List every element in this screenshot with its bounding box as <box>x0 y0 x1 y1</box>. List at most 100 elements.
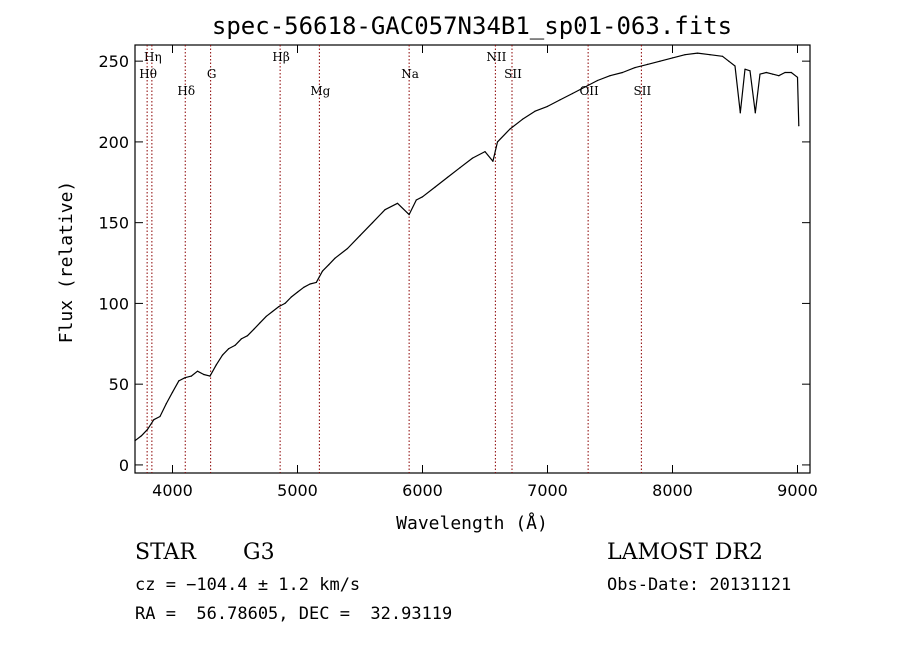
spectrum-point <box>203 373 205 376</box>
spectral-line-label: OII <box>579 84 599 98</box>
spectrum-point <box>215 364 217 366</box>
spectrum-point <box>209 375 211 377</box>
x-tick-label: 5000 <box>277 481 318 500</box>
spectrum-point <box>253 328 255 330</box>
y-axis-label: Flux (relative) <box>56 181 77 344</box>
spectrum-point <box>234 344 236 346</box>
spectrum-point <box>359 235 361 237</box>
spectrum-point <box>709 54 711 56</box>
spectrum-point <box>744 68 746 70</box>
spectrum-point <box>396 202 399 204</box>
coordinates-text: RA = 56.78605, DEC = 32.93119 <box>135 604 453 624</box>
spectrum-point <box>721 55 724 57</box>
y-tick-label: 0 <box>119 456 129 475</box>
series-layer <box>134 52 800 442</box>
spectrum-point <box>471 157 474 159</box>
spectrum-point <box>609 75 611 77</box>
x-axis-label: Wavelength (Å) <box>396 512 548 534</box>
spectrum-point <box>184 377 186 379</box>
spectrum-point <box>315 281 317 283</box>
spectrum-point <box>146 428 149 430</box>
spectrum-point <box>259 322 261 324</box>
spectrum-point <box>765 71 767 74</box>
spectral-line-label: G <box>207 67 217 81</box>
spectral-line-label: Hδ <box>177 84 195 98</box>
axis-layer: 4000 5000 6000 7000 8000 9000 0 50 100 150 200 250 <box>98 45 818 500</box>
spectrum-point <box>778 75 780 77</box>
spectrum-point <box>571 92 574 95</box>
spectrum-point <box>759 73 761 75</box>
plot-frame <box>134 44 811 474</box>
spectral-line-label: Hθ <box>139 67 157 81</box>
spectrum-point <box>290 296 292 298</box>
spectrum-point <box>159 415 161 418</box>
spectrum-point <box>190 375 192 377</box>
spectrum-point <box>646 63 649 65</box>
spectrum-point <box>584 86 586 88</box>
spectrum-point <box>228 348 230 350</box>
spectral-line-label: SII <box>634 84 652 98</box>
spectrum-point <box>534 110 536 112</box>
spectrum-point <box>271 310 274 313</box>
spectrum-point <box>265 315 267 317</box>
spectrum-point <box>246 335 249 337</box>
spectrum-point <box>415 199 417 201</box>
spectrum-point <box>309 283 311 285</box>
spectrum-point <box>296 291 299 293</box>
spectrum-point <box>196 370 199 372</box>
spectrum-point <box>328 264 330 266</box>
spectrum-point <box>165 403 167 405</box>
spectrum-point <box>684 54 686 56</box>
spectrum-point <box>178 380 180 382</box>
y-tick-label: 100 <box>98 294 129 313</box>
spectrum-point <box>739 112 741 114</box>
spectrum-point <box>621 71 624 74</box>
spectrum-point <box>798 125 800 127</box>
spectrum-point <box>659 60 661 62</box>
spectrum-point <box>754 112 756 114</box>
obs-date-text: Obs-Date: 20131121 <box>607 575 792 595</box>
spectrum-point <box>446 176 449 178</box>
spectrum-point <box>171 391 174 393</box>
spectrum-point <box>408 214 410 216</box>
object-subclass: G3 <box>243 540 275 565</box>
spectrum-point <box>496 141 499 143</box>
y-tick-label: 150 <box>98 214 129 233</box>
spectrum-point <box>371 222 374 224</box>
spectral-line-label: Mg <box>310 84 330 98</box>
spectrum-point <box>492 160 494 162</box>
spectrum-point <box>671 57 674 59</box>
spectrum-point <box>221 354 224 356</box>
spectrum-point <box>421 196 424 198</box>
spectrum-point <box>521 118 524 120</box>
spectrum-point <box>784 71 786 74</box>
spectrum-point <box>484 151 486 153</box>
redshift-text: cz = −104.4 ± 1.2 km/s <box>135 575 361 595</box>
spectrum-point <box>546 105 549 107</box>
spectrum-point <box>434 186 436 188</box>
y-tick-label: 250 <box>98 52 129 71</box>
spectrum-point <box>140 435 142 437</box>
spectral-line-label: Na <box>401 67 419 81</box>
x-tick-label: 6000 <box>402 481 443 500</box>
spectrum-point <box>459 167 461 169</box>
spectrum-point <box>559 99 561 101</box>
x-tick-label: 8000 <box>652 481 693 500</box>
spectral-line-label: NII <box>486 50 506 64</box>
spectrum-point <box>634 67 636 69</box>
spectrum-point <box>321 270 324 272</box>
line-marker-layer: Hη Hθ Hδ G Hβ Mg Na NII SII OII SII <box>139 45 651 473</box>
x-tick-label: 4000 <box>152 481 193 500</box>
survey-name: LAMOST DR2 <box>607 540 763 565</box>
spectrum-point <box>728 60 730 62</box>
spectrum-point <box>284 302 286 304</box>
spectrum-point <box>240 338 242 340</box>
spectrum-point <box>696 52 699 54</box>
chart-title: spec-56618-GAC057N34B1_sp01-063.fits <box>212 12 732 40</box>
spectrum-point <box>796 76 799 78</box>
x-tick-label: 9000 <box>777 481 818 500</box>
spectrum-point <box>509 128 511 130</box>
spectrum-point <box>153 419 155 421</box>
